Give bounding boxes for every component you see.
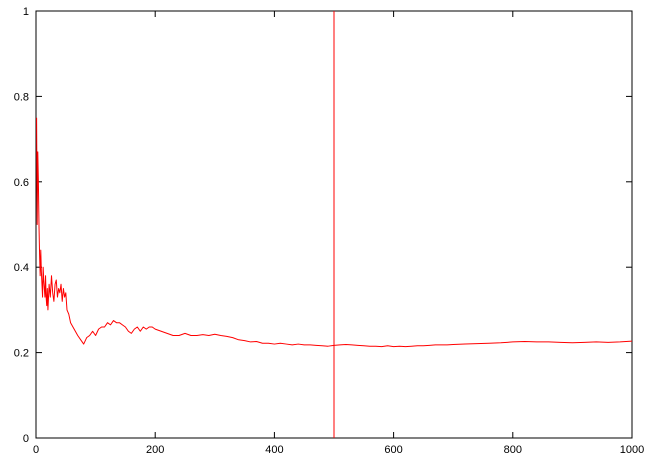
y-axis: 0 0.2 0.4 0.6 0.8 1 [14, 6, 632, 445]
y-tick-label: 0.4 [14, 262, 29, 274]
x-axis: 0 200 400 600 800 1000 [33, 11, 644, 456]
y-tick-label: 0.2 [14, 348, 29, 360]
x-tick-label: 800 [504, 444, 522, 456]
x-tick-label: 200 [146, 444, 164, 456]
y-tick-label: 0.6 [14, 177, 29, 189]
x-tick-label: 0 [33, 444, 39, 456]
x-tick-label: 400 [265, 444, 283, 456]
x-tick-label: 1000 [620, 444, 644, 456]
x-tick-label: 600 [384, 444, 402, 456]
y-tick-label: 0.8 [14, 91, 29, 103]
y-tick-label: 0 [23, 433, 29, 445]
y-tick-label: 1 [23, 6, 29, 18]
series-line [36, 117, 633, 348]
